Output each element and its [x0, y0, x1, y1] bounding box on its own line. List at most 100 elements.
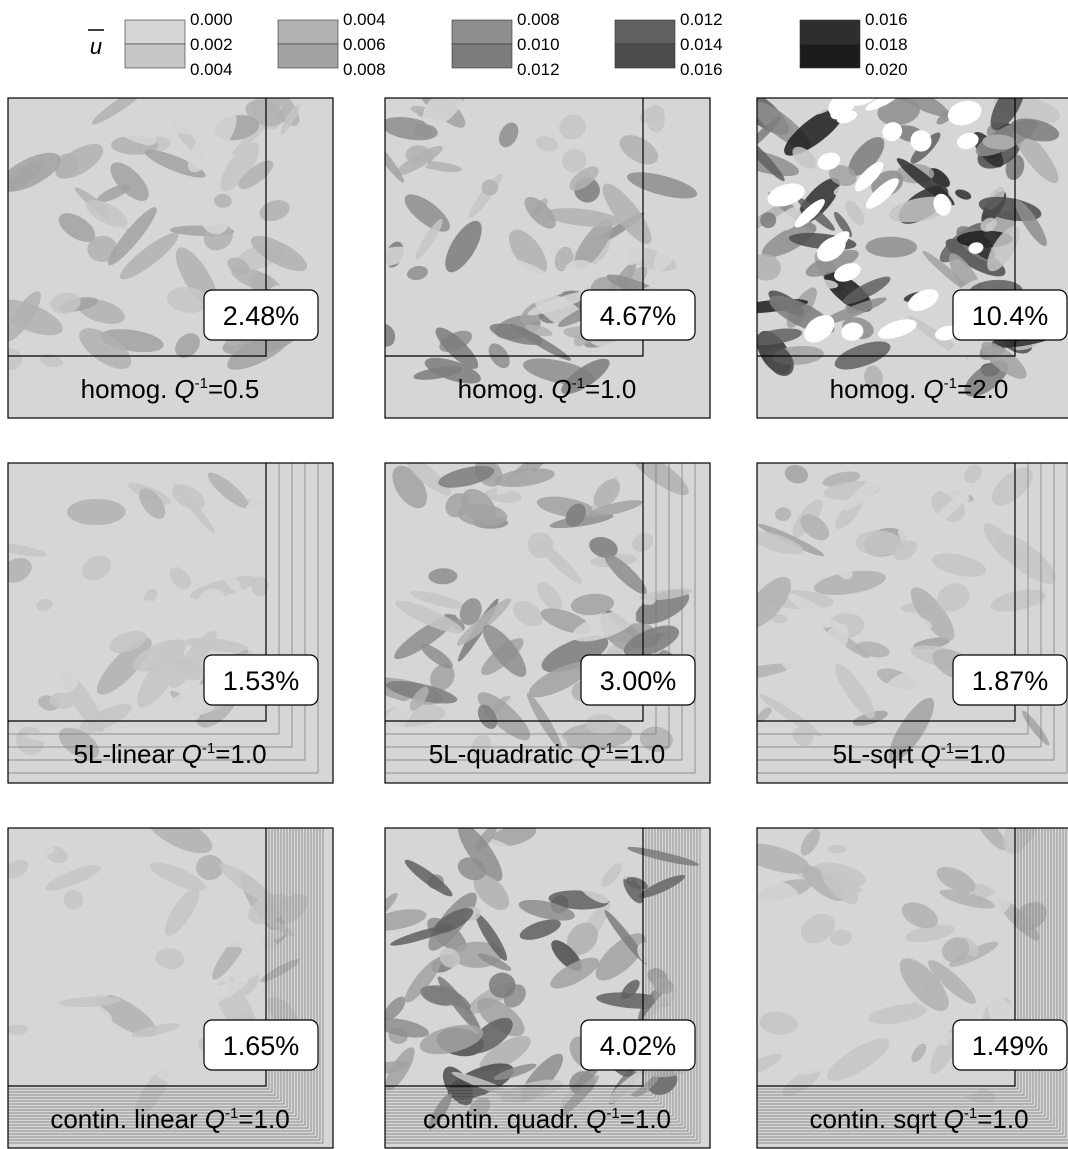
- layer-boundary: [757, 98, 1016, 357]
- contour-blob: [410, 591, 466, 609]
- layer-boundary: [757, 828, 1055, 1126]
- layer-boundary: [8, 828, 315, 1135]
- contour-blob: [833, 211, 852, 237]
- contour-blob: [1010, 118, 1060, 142]
- contour-blob: [757, 1053, 783, 1078]
- value-box: [203, 289, 319, 341]
- panel: 4.02% contin. quadr. Q-1=1.0: [384, 827, 711, 1149]
- layer-boundary: [8, 828, 294, 1114]
- contour-blob: [19, 833, 55, 857]
- layer-boundary: [757, 828, 1040, 1111]
- contour-blob: [457, 857, 487, 881]
- contour-blob: [627, 172, 698, 199]
- layer-boundary: [8, 828, 324, 1144]
- contour-blob: [757, 576, 791, 629]
- contour-blob: [978, 985, 1039, 1004]
- contour-blob: [498, 122, 519, 148]
- contour-blob: [910, 587, 955, 641]
- legend-swatch: [124, 19, 186, 45]
- contour-blob: [174, 483, 216, 534]
- legend-swatch: [799, 43, 861, 69]
- value-box: [952, 654, 1068, 706]
- contour-field: [8, 463, 333, 783]
- caption-suffix: =1.0: [585, 374, 636, 404]
- value-box: [580, 654, 696, 706]
- contour-blob: [405, 463, 452, 496]
- contour-field: [8, 98, 333, 418]
- contour-blob: [905, 924, 955, 943]
- legend-label: 0.012: [517, 60, 560, 79]
- contour-blob: [175, 333, 200, 358]
- panel: 1.87% 5L-sqrt Q-1=1.0: [756, 462, 1068, 784]
- contour-blob: [834, 663, 875, 719]
- caption-prefix: homog.: [458, 374, 545, 404]
- contour-blob: [566, 922, 598, 955]
- layer-boundary: [385, 828, 683, 1126]
- contour-blob: [395, 600, 464, 634]
- contour-blob: [91, 98, 150, 125]
- layer-boundary: [385, 828, 680, 1123]
- contour-blob: [820, 297, 887, 325]
- contour-blob: [58, 996, 121, 1007]
- legend-label: 0.006: [343, 35, 386, 54]
- panel: 1.65% contin. linear Q-1=1.0: [7, 827, 334, 1149]
- caption: 5L-quadratic Q-1=1.0: [429, 739, 665, 769]
- contour-blob: [983, 523, 1023, 567]
- contour-blob: [757, 873, 799, 905]
- caption-suffix: =1.0: [238, 1104, 289, 1134]
- contour-blob: [639, 726, 673, 752]
- contour-blob: [1013, 127, 1059, 184]
- contour-blob: [524, 324, 553, 337]
- value-box: [203, 654, 319, 706]
- contour-blob: [477, 997, 525, 1037]
- contour-blob: [107, 207, 157, 266]
- layer-boundary: [385, 828, 671, 1114]
- caption-exponent: -1: [195, 375, 208, 392]
- contour-blob: [459, 598, 482, 626]
- contour-blob: [570, 593, 615, 616]
- contour-blob: [479, 1035, 531, 1072]
- caption-prefix: 5L-linear: [73, 739, 175, 769]
- contour-blob: [55, 143, 104, 179]
- contour-blob: [8, 542, 48, 557]
- contour-blob: [139, 488, 166, 519]
- layer-boundary: [8, 828, 321, 1141]
- contour-blob: [385, 138, 405, 183]
- contour-blob: [561, 149, 587, 173]
- panel: 1.49% contin. sqrt Q-1=1.0: [756, 827, 1068, 1149]
- layer-boundary: [757, 828, 1064, 1135]
- layer-boundary: [385, 828, 662, 1105]
- layer-boundary: [757, 463, 1029, 735]
- caption-exponent: -1: [202, 740, 215, 757]
- panel-frame: [756, 462, 1068, 784]
- contour-blob: [865, 178, 899, 209]
- contour-blob: [45, 864, 102, 891]
- contour-blob: [871, 608, 933, 631]
- contour-blob: [79, 328, 132, 369]
- contour-blob: [784, 464, 809, 484]
- contour-blob: [96, 637, 152, 695]
- contour-blob: [924, 486, 974, 533]
- contour-blob: [819, 231, 850, 259]
- contour-blob: [385, 117, 438, 141]
- contour-blob: [280, 104, 300, 135]
- contour-blob: [979, 892, 1011, 918]
- layer-boundary: [757, 1142, 1068, 1144]
- contour-blob: [534, 538, 582, 584]
- contour-blob: [899, 958, 949, 1012]
- contour-blob: [120, 1033, 176, 1083]
- layer-boundary: [757, 828, 1067, 1138]
- contour-blob: [574, 219, 613, 269]
- contour-blob: [833, 561, 853, 580]
- contour-blob: [85, 200, 128, 227]
- contour-blob: [882, 122, 903, 142]
- contour-blob: [828, 165, 857, 187]
- panel-frame: [384, 97, 711, 419]
- contour-blob: [477, 692, 531, 741]
- contour-blob: [813, 570, 886, 596]
- contour-blob: [509, 323, 572, 361]
- contour-blob: [865, 236, 918, 258]
- contour-blob: [765, 483, 790, 504]
- contour-blob: [39, 354, 63, 368]
